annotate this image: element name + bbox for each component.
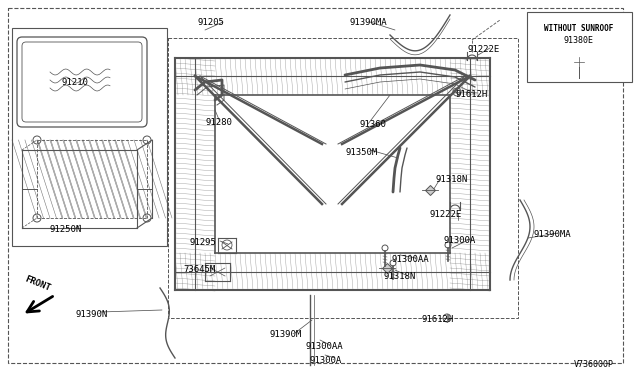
Text: 91222E: 91222E [430, 210, 462, 219]
Text: V736000P: V736000P [574, 360, 614, 369]
Text: 91295: 91295 [189, 238, 216, 247]
FancyBboxPatch shape [22, 42, 142, 122]
Text: 91300A: 91300A [443, 236, 476, 245]
Text: 91300A: 91300A [310, 356, 342, 365]
Text: 91390MA: 91390MA [533, 230, 571, 239]
Text: 91390N: 91390N [75, 310, 108, 319]
Text: FRONT: FRONT [24, 275, 52, 293]
Text: 73645M: 73645M [183, 265, 215, 274]
Text: 91222E: 91222E [468, 45, 500, 54]
Text: 91300AA: 91300AA [305, 342, 342, 351]
Text: 91390M: 91390M [270, 330, 302, 339]
Text: 91205: 91205 [198, 18, 225, 27]
Bar [12, 28, 167, 246]
Text: 91350M: 91350M [345, 148, 377, 157]
Text: 91612H: 91612H [421, 315, 453, 324]
Text: 91380E: 91380E [564, 36, 594, 45]
Text: 91210: 91210 [62, 78, 89, 87]
Text: 91390MA: 91390MA [349, 18, 387, 27]
Text: 91318N: 91318N [383, 272, 415, 281]
FancyBboxPatch shape [17, 37, 147, 127]
Text: 91318N: 91318N [436, 175, 468, 184]
Text: 91612H: 91612H [456, 90, 488, 99]
Bar [527, 12, 632, 82]
Text: WITHOUT SUNROOF: WITHOUT SUNROOF [544, 24, 614, 33]
Text: 91250N: 91250N [50, 225, 83, 234]
Text: 91300AA: 91300AA [391, 255, 429, 264]
Bar [168, 38, 518, 318]
Text: 91280: 91280 [205, 118, 232, 127]
Text: 91360: 91360 [360, 120, 387, 129]
